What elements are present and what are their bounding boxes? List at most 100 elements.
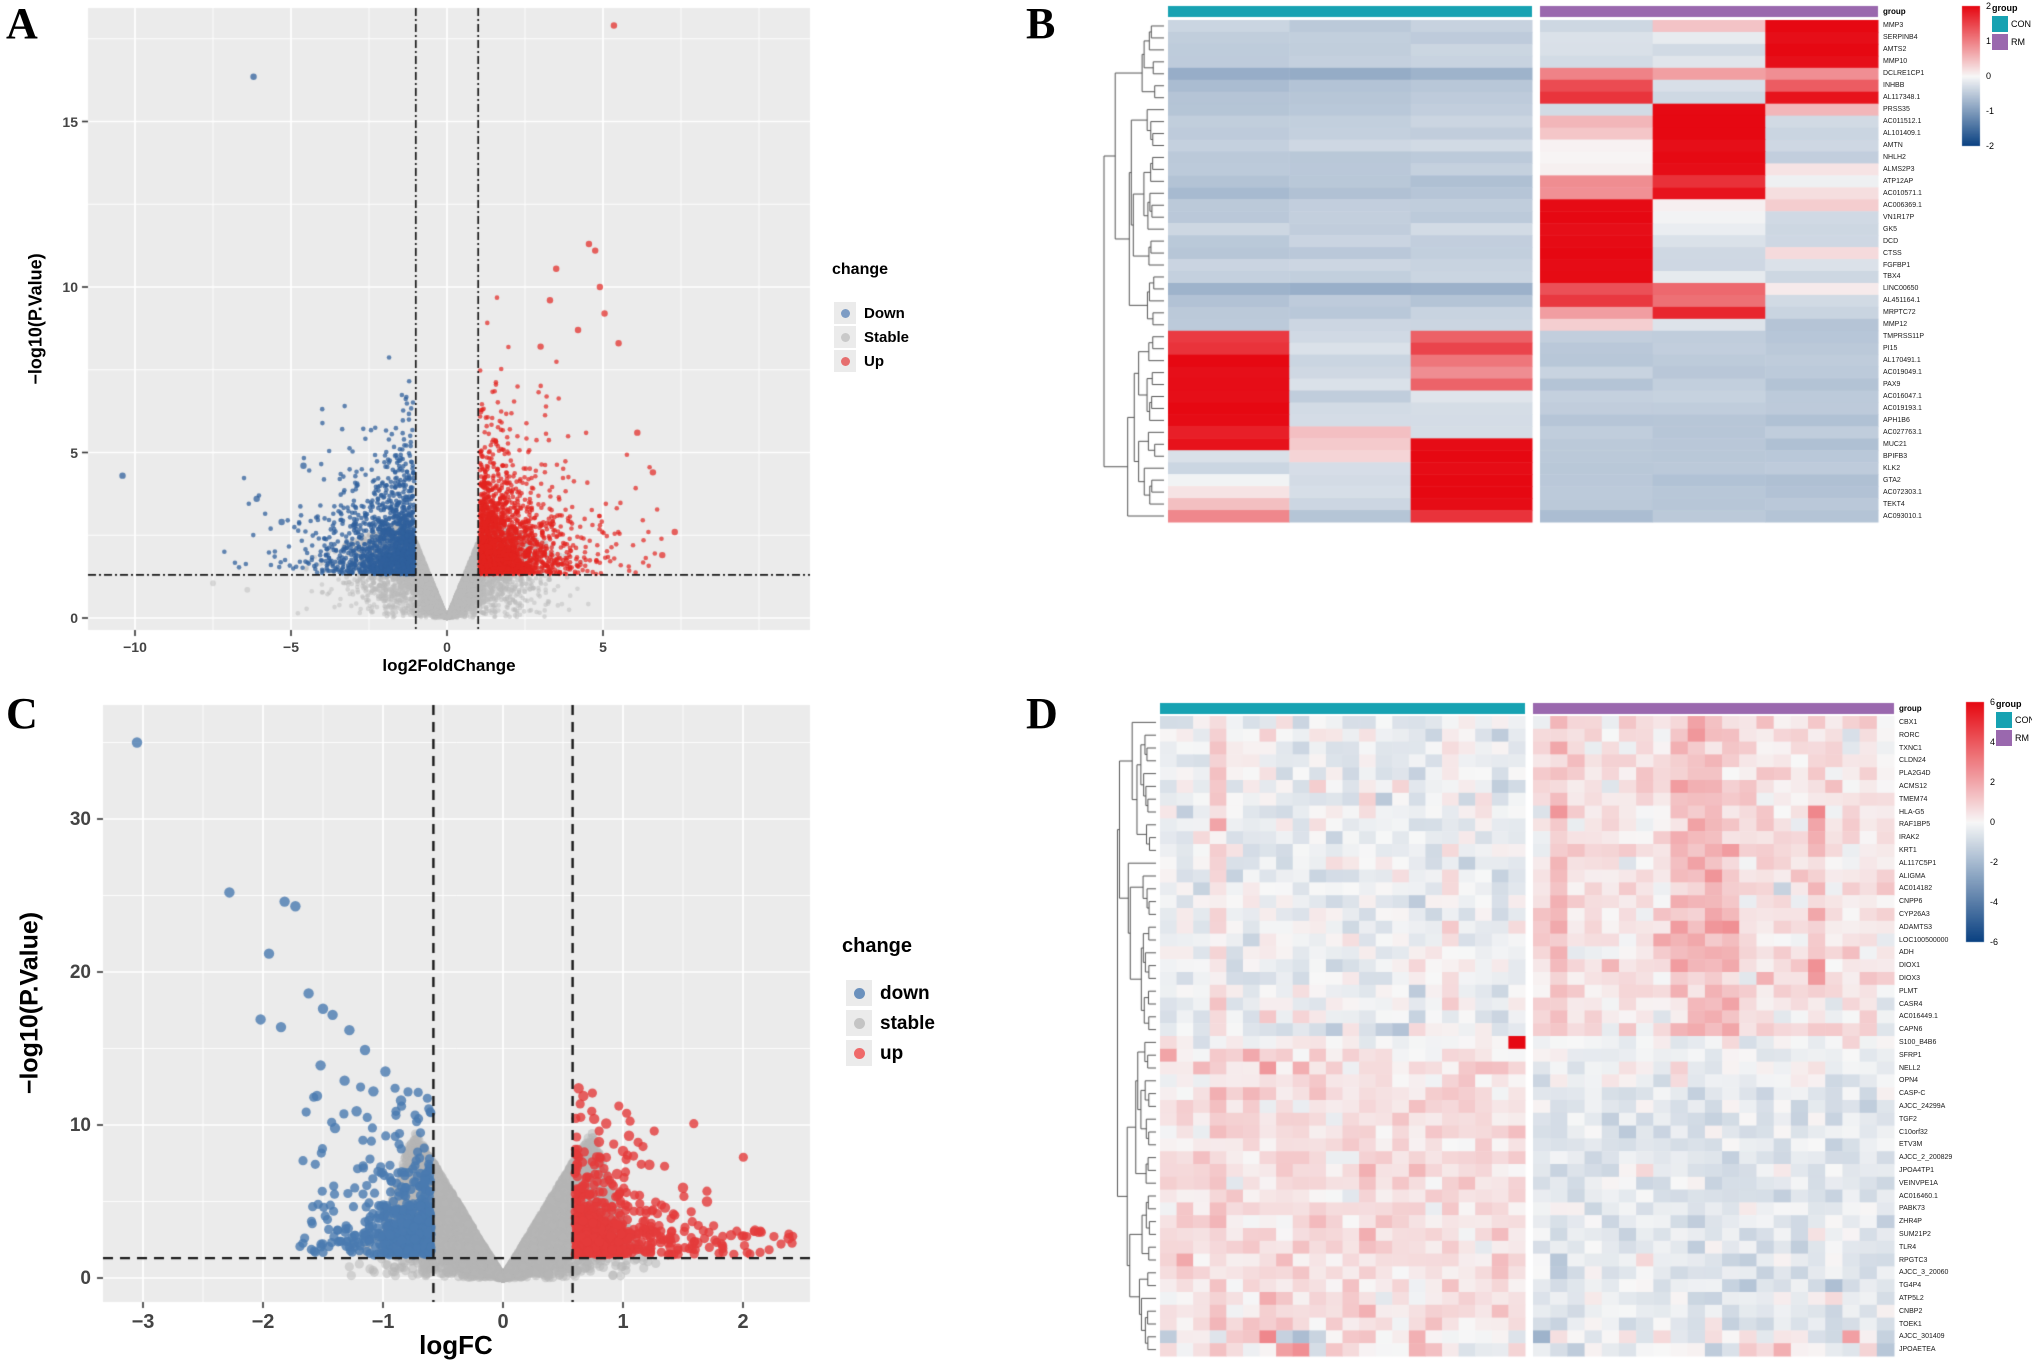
panel-b-colorbar-tick: 1: [1986, 36, 1992, 46]
gene-label: AC016460.1: [1899, 1192, 1938, 1200]
gene-label: AL170491.1: [1883, 357, 1921, 365]
gene-label: LINC00650: [1883, 285, 1919, 293]
gene-label: VEINVPE1A: [1899, 1179, 1938, 1187]
gene-label: CNBP2: [1899, 1307, 1923, 1315]
gene-label: TOEK1: [1899, 1320, 1922, 1328]
gene-label: TG4P4: [1899, 1282, 1922, 1290]
gene-label: HLA-G5: [1899, 808, 1925, 816]
gene-label: ALIGMA: [1899, 872, 1926, 880]
gene-label: AJCC_24299A: [1899, 1102, 1946, 1110]
gene-label: PLA2G4D: [1899, 770, 1931, 778]
gene-label: SFRP1: [1899, 1051, 1922, 1059]
y-tick-label: 0: [70, 610, 78, 626]
gene-label: C10orf32: [1899, 1128, 1928, 1136]
gene-label: AC016449.1: [1899, 1013, 1938, 1021]
legend-label: Down: [864, 304, 905, 322]
gene-label: RPGTC3: [1899, 1256, 1928, 1264]
gene-label: TGF2: [1899, 1115, 1917, 1123]
gene-label: MMP12: [1883, 321, 1908, 329]
gene-label: ADH: [1899, 949, 1914, 957]
legend-dot-down: [853, 987, 865, 999]
gene-label: PLMT: [1899, 987, 1918, 995]
gene-label: ATP12AP: [1883, 177, 1914, 185]
legend-label: down: [880, 982, 930, 1004]
gene-label: CYP26A3: [1899, 910, 1930, 918]
gene-label: AC016047.1: [1883, 393, 1922, 400]
gene-label: S100_B4B6: [1899, 1038, 1937, 1046]
gene-label: MRPTC72: [1883, 309, 1916, 317]
gene-label: JPOA4TP1: [1899, 1166, 1935, 1174]
group-label: RM: [2011, 37, 2025, 47]
panel-b-letter: B: [1026, 0, 1056, 48]
x-tick-label: 5: [599, 639, 607, 655]
gene-label: LOC100500000: [1899, 936, 1949, 944]
gene-label: BPIFB3: [1883, 452, 1908, 460]
gene-label: MUC21: [1883, 440, 1907, 448]
gene-label: CTSS: [1883, 249, 1902, 257]
y-tick-label: 10: [62, 279, 78, 295]
gene-label: AL117348.1: [1883, 94, 1921, 102]
panel-c-x-axis-title: logFC: [419, 1330, 493, 1360]
gene-label: KRT1: [1899, 846, 1917, 854]
legend-dot-down: [840, 308, 850, 318]
gene-label: AMTS2: [1883, 46, 1907, 54]
legend-dot-stable: [840, 332, 850, 342]
gene-label: CNPP6: [1899, 898, 1923, 906]
y-tick-label: 5: [70, 444, 78, 461]
y-tick-label: 20: [69, 961, 91, 983]
x-tick-label: −3: [131, 1311, 155, 1333]
gene-label: SERPINB4: [1883, 34, 1918, 42]
panel-d-colorbar-tick: 2: [1990, 777, 1996, 787]
panel-a-y-axis-title: −log10(P.Value): [25, 253, 46, 385]
legend-dot-up: [840, 356, 850, 366]
group-label: CON: [2015, 715, 2032, 725]
x-tick-label: −2: [251, 1311, 275, 1333]
y-tick-label: 30: [69, 808, 91, 830]
legend-label: up: [880, 1042, 904, 1064]
gene-label: DCD: [1883, 237, 1899, 245]
gene-label: AL101409.1: [1883, 130, 1921, 138]
panel-d-colorbar-tick: 0: [1990, 817, 1996, 827]
gene-label: AC027763.1: [1883, 428, 1922, 436]
gene-label: AC019193.1: [1883, 404, 1922, 412]
gene-label: TBX4: [1883, 273, 1901, 281]
y-tick-label: 10: [69, 1114, 91, 1136]
gene-label: AC010571.1: [1883, 189, 1922, 197]
gene-label: ALMS2P3: [1883, 165, 1915, 173]
panel-a-x-axis-title: log2FoldChange: [382, 656, 516, 675]
legend-label: Up: [864, 352, 884, 370]
panel-b-colorbar-tick: 2: [1986, 1, 1992, 11]
gene-label: VN1R17P: [1883, 213, 1915, 221]
gene-label: AC093010.1: [1883, 512, 1922, 520]
gene-label: ACMS12: [1899, 782, 1928, 790]
legend-label: stable: [880, 1012, 935, 1034]
gene-label: ETV3M: [1899, 1141, 1923, 1149]
gene-label: NHLH2: [1883, 153, 1906, 161]
gene-label: TMPRSS11P: [1883, 333, 1925, 341]
gene-label: TXNC1: [1899, 744, 1922, 752]
gene-label: AL451164.1: [1883, 297, 1921, 305]
panel-d-colorbar-tick: 4: [1990, 737, 1996, 747]
gene-label: CASP-C: [1899, 1090, 1926, 1098]
gene-label: TLR4: [1899, 1243, 1917, 1251]
x-tick-label: 1: [617, 1311, 629, 1333]
y-tick-label: 15: [62, 113, 78, 130]
gene-label: PI15: [1883, 345, 1898, 353]
x-tick-label: −5: [283, 639, 299, 655]
gene-label: MMP10: [1883, 58, 1908, 66]
panel-a-letter: A: [6, 0, 38, 48]
gene-label: PABK73: [1899, 1205, 1925, 1213]
panel-d-annotation-title: group: [1899, 704, 1922, 713]
panel-d-colorbar-tick: -6: [1990, 937, 1999, 947]
gene-label: DCLRE1CP1: [1883, 70, 1925, 78]
gene-label: DIOX3: [1899, 974, 1921, 982]
panel-b-colorbar-tick: 0: [1986, 71, 1992, 81]
panel-d-colorbar-tick: 6: [1990, 697, 1996, 707]
gene-label: NELL2: [1899, 1064, 1921, 1072]
gene-label: AC011512.1: [1883, 118, 1922, 126]
gene-label: JPOAETEA: [1899, 1346, 1936, 1354]
gene-label: FGFBP1: [1883, 261, 1911, 269]
gene-label: PAX9: [1883, 381, 1901, 389]
gene-label: AC019049.1: [1883, 369, 1922, 377]
